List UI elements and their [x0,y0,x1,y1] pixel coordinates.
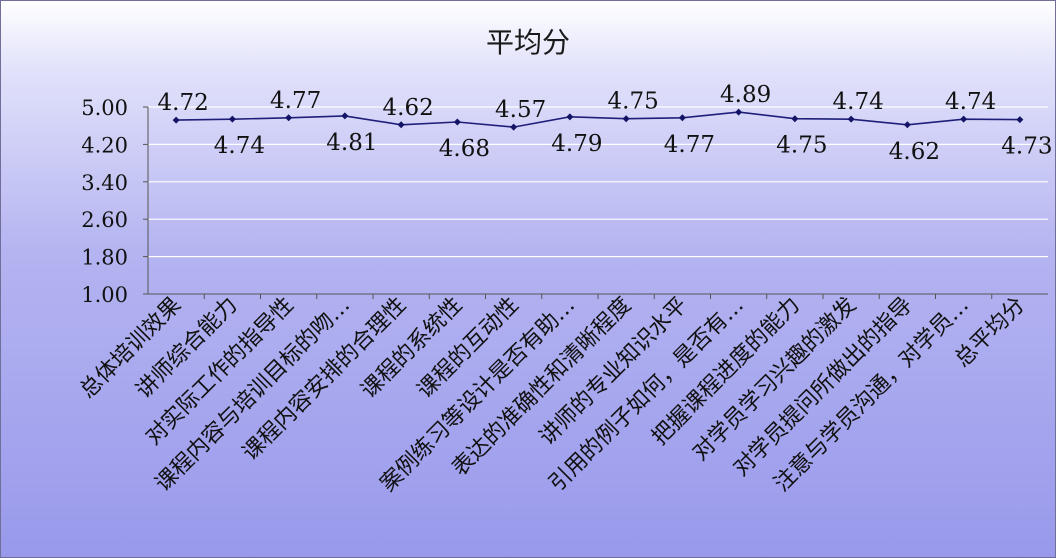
data-point [847,115,855,123]
data-points [172,108,1024,131]
data-point [1016,116,1024,124]
y-tick-label: 2.60 [81,208,128,232]
series-line [176,111,1020,128]
data-point [903,121,911,129]
data-label: 4.74 [833,89,884,115]
data-point [397,121,405,129]
data-label: 4.74 [214,133,265,159]
y-tick-label: 1.80 [81,246,128,270]
data-label: 4.77 [664,132,715,158]
y-tick-label: 5.00 [81,96,128,120]
data-label: 4.75 [776,133,827,159]
data-label: 4.62 [889,139,940,165]
data-point [622,115,630,123]
data-label: 4.57 [495,97,546,123]
gridlines [148,106,1048,258]
data-label: 4.73 [1001,134,1052,160]
x-axis-categories: 总体培训效果讲师综合能力对实际工作的指导性课程内容与培训目标的吻…课程内容安排的… [75,293,1030,497]
data-point [566,113,574,121]
series-polyline [176,111,1020,128]
data-label: 4.68 [439,136,490,162]
data-label: 4.89 [720,82,771,108]
y-tick-label: 4.20 [81,133,128,157]
data-point [960,115,968,123]
data-labels: 4.724.744.774.814.624.684.574.794.754.77… [158,82,1053,165]
data-point [678,114,686,122]
data-point [510,123,518,131]
y-tick-label: 1.00 [81,283,128,307]
data-label: 4.79 [551,131,602,157]
data-point [453,118,461,126]
y-axis-ticks: 1.00 1.80 2.60 3.40 4.20 5.00 [81,96,128,307]
y-tick-label: 3.40 [81,171,128,195]
data-label: 4.77 [270,88,321,114]
data-label: 4.75 [608,89,659,115]
data-point [735,108,743,116]
data-point [791,115,799,123]
axes [143,106,1048,299]
data-point [228,115,236,123]
data-label: 4.74 [945,89,996,115]
data-point [341,112,349,120]
chart-title: 平均分 [486,26,570,59]
data-label: 4.81 [326,130,377,156]
data-label: 4.72 [158,90,209,116]
data-label: 4.62 [383,95,434,121]
data-point [172,116,180,124]
data-point [285,114,293,122]
